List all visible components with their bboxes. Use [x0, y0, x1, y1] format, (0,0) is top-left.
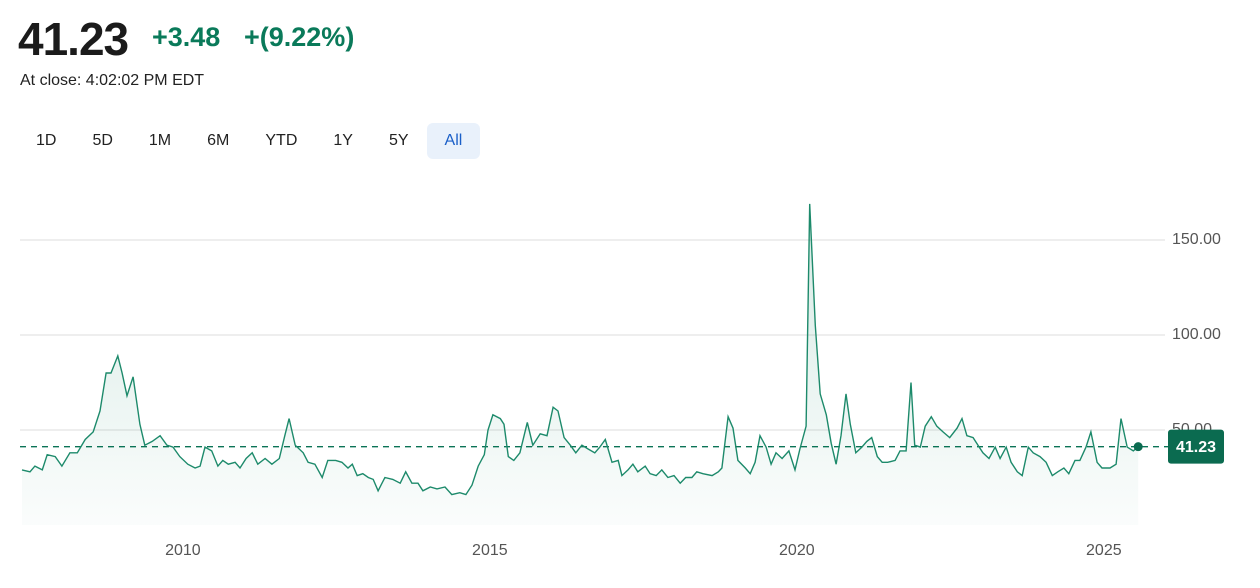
price: 41.23 — [18, 13, 129, 65]
x-tick-label: 2025 — [1086, 542, 1122, 559]
price-line — [21, 203, 1139, 496]
price-change-percent: +(9.22%) — [244, 22, 355, 52]
range-button[interactable]: 6M — [207, 132, 230, 149]
x-tick-label: 2015 — [472, 542, 508, 559]
range-button[interactable]: 1D — [36, 132, 57, 149]
range-button[interactable]: 5D — [92, 132, 113, 149]
y-tick-label: 100.00 — [1172, 326, 1221, 343]
y-tick-label: 150.00 — [1172, 231, 1221, 248]
price-change: +3.48 — [152, 22, 221, 52]
x-tick-label: 2020 — [779, 542, 815, 559]
price-tag-label: 41.23 — [1176, 439, 1216, 456]
range-button[interactable]: All — [426, 123, 481, 159]
x-tick-label: 2010 — [165, 542, 201, 559]
range-button[interactable]: 5Y — [388, 132, 409, 149]
range-button[interactable]: 1Y — [333, 132, 353, 149]
range-button[interactable]: YTD — [265, 132, 298, 149]
area — [22, 203, 1139, 525]
last-point — [1133, 442, 1143, 452]
price-tag — [1168, 429, 1224, 464]
range-buttons: 1D 5D 1M 6M YTD 1Y 5Y All — [18, 123, 481, 159]
range-button[interactable]: 1M — [148, 132, 172, 149]
close-time: At close: 4:02:02 PM EDT — [20, 72, 205, 89]
